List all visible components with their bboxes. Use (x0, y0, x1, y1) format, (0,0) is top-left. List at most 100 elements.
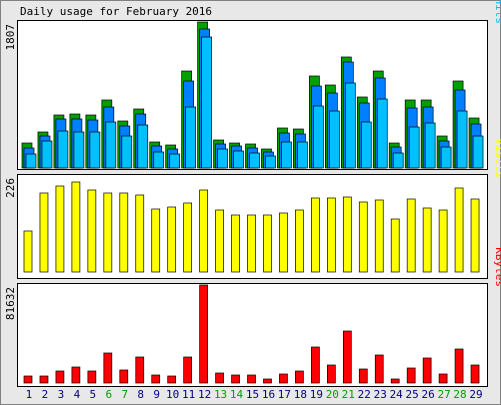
bar-visits-day-9 (151, 208, 161, 273)
x-tick-label-day-17: 17 (278, 388, 291, 401)
bar-hits-day-24 (392, 152, 404, 169)
bar-hits-day-6 (105, 121, 117, 169)
bar-hits-day-28 (456, 110, 468, 169)
bar-kbytes-day-26 (422, 357, 432, 384)
panel-hits-max-label: 1807 (4, 24, 17, 51)
bar-hits-day-27 (440, 146, 452, 169)
x-tick-label-day-21: 21 (342, 388, 355, 401)
panel-visits-legend: Visits (493, 138, 501, 178)
x-tick-label-day-18: 18 (294, 388, 307, 401)
bar-kbytes-day-4 (71, 366, 81, 384)
bar-hits-day-20 (328, 110, 340, 169)
panel-visits: 226 Visits (4, 138, 501, 279)
bar-kbytes-day-19 (311, 346, 320, 384)
bar-hits-day-26 (424, 122, 436, 169)
x-tick-label-day-26: 26 (421, 388, 434, 401)
bar-hits-day-21 (344, 82, 356, 169)
bar-visits-day-23 (374, 199, 384, 273)
legend-part-4: Hits (493, 0, 501, 24)
x-tick-label-day-9: 9 (153, 388, 160, 401)
x-tick-label-day-24: 24 (390, 388, 404, 401)
bar-hits-day-8 (137, 124, 149, 169)
bar-kbytes-day-5 (87, 370, 97, 384)
bar-hits-day-12 (201, 36, 212, 169)
bar-kbytes-day-14 (231, 374, 240, 384)
bar-kbytes-day-17 (279, 373, 288, 384)
bar-hits-day-19 (313, 105, 324, 169)
x-axis-day-labels: 1 2 3 4 5 6 7 8 9 10 11 12 13 14 15 16 17 18 19 20 21 22 23 24 2… (26, 388, 483, 401)
x-tick-label-day-29: 29 (469, 388, 482, 401)
x-tick-label-day-1: 1 (26, 388, 33, 401)
bar-visits-day-17 (279, 212, 288, 273)
bar-kbytes-day-13 (215, 372, 224, 384)
bar-kbytes-day-1 (23, 375, 33, 384)
bar-hits-day-22 (360, 121, 372, 169)
bar-kbytes-day-27 (438, 373, 448, 384)
bar-hits-day-3 (57, 130, 69, 169)
x-tick-label-day-3: 3 (58, 388, 65, 401)
bar-kbytes-day-20 (326, 364, 336, 384)
bar-hits-day-2 (41, 140, 53, 169)
bar-hits-day-10 (169, 153, 181, 169)
bar-hits-day-18 (297, 141, 308, 169)
bar-visits-day-20 (326, 197, 336, 273)
bar-visits-day-7 (119, 192, 129, 273)
bar-visits-day-13 (215, 209, 224, 273)
panel-hits: 1807 Pages/Files/Hits (4, 0, 501, 170)
bar-hits-day-25 (408, 126, 420, 169)
bar-visits-day-11 (183, 202, 193, 273)
bar-visits-day-21 (342, 196, 352, 273)
bar-visits-day-10 (167, 206, 177, 273)
bar-visits-day-25 (406, 198, 416, 273)
bar-kbytes-day-23 (374, 354, 384, 384)
x-tick-label-day-5: 5 (90, 388, 97, 401)
bar-hits-day-23 (376, 98, 388, 169)
x-tick-label-day-16: 16 (262, 388, 275, 401)
bar-hits-day-14 (233, 150, 244, 169)
bar-kbytes-day-29 (470, 364, 480, 384)
bar-kbytes-day-15 (247, 374, 256, 384)
x-tick-label-day-14: 14 (230, 388, 244, 401)
legend-part-0: KBytes (493, 247, 501, 287)
x-tick-label-day-28: 28 (453, 388, 466, 401)
x-tick-label-day-7: 7 (121, 388, 128, 401)
bar-hits-day-7 (121, 135, 133, 169)
bar-kbytes-day-2 (39, 375, 49, 384)
bar-hits-day-29 (472, 135, 484, 169)
bar-visits-day-6 (103, 192, 113, 273)
bar-visits-day-5 (87, 189, 97, 273)
legend-part-0: Visits (493, 138, 501, 178)
bar-hits-day-5 (89, 131, 101, 169)
bar-kbytes-day-7 (119, 369, 129, 384)
x-tick-label-day-23: 23 (374, 388, 387, 401)
x-tick-label-day-11: 11 (182, 388, 195, 401)
bar-kbytes-day-28 (454, 348, 464, 384)
panel-hits-legend: Pages/Files/Hits (493, 0, 501, 24)
x-tick-label-day-10: 10 (166, 388, 179, 401)
bar-hits-day-16 (265, 155, 276, 169)
bar-kbytes-day-10 (167, 375, 177, 384)
bar-kbytes-day-21 (342, 330, 352, 384)
bar-visits-day-26 (422, 207, 432, 273)
bar-visits-day-24 (390, 218, 400, 273)
bar-visits-day-19 (311, 197, 320, 273)
bar-visits-day-3 (55, 185, 65, 273)
x-tick-label-day-27: 27 (437, 388, 450, 401)
bar-visits-day-29 (470, 198, 480, 273)
bar-visits-day-22 (358, 201, 368, 273)
bar-visits-day-27 (438, 209, 448, 273)
bar-visits-day-2 (39, 192, 49, 273)
bar-visits-day-8 (135, 194, 145, 273)
bar-kbytes-day-25 (406, 367, 416, 384)
x-tick-label-day-22: 22 (358, 388, 371, 401)
bar-visits-day-28 (454, 187, 464, 273)
bar-kbytes-day-9 (151, 374, 161, 384)
x-tick-label-day-15: 15 (246, 388, 259, 401)
x-tick-label-day-8: 8 (137, 388, 144, 401)
panel-kbytes: 81632 KBytes (4, 247, 501, 387)
bar-kbytes-day-8 (135, 356, 145, 384)
bar-hits-day-4 (73, 131, 85, 169)
panel-visits-max-label: 226 (4, 178, 17, 198)
bar-visits-day-16 (263, 214, 272, 273)
bar-visits-day-15 (247, 214, 256, 273)
